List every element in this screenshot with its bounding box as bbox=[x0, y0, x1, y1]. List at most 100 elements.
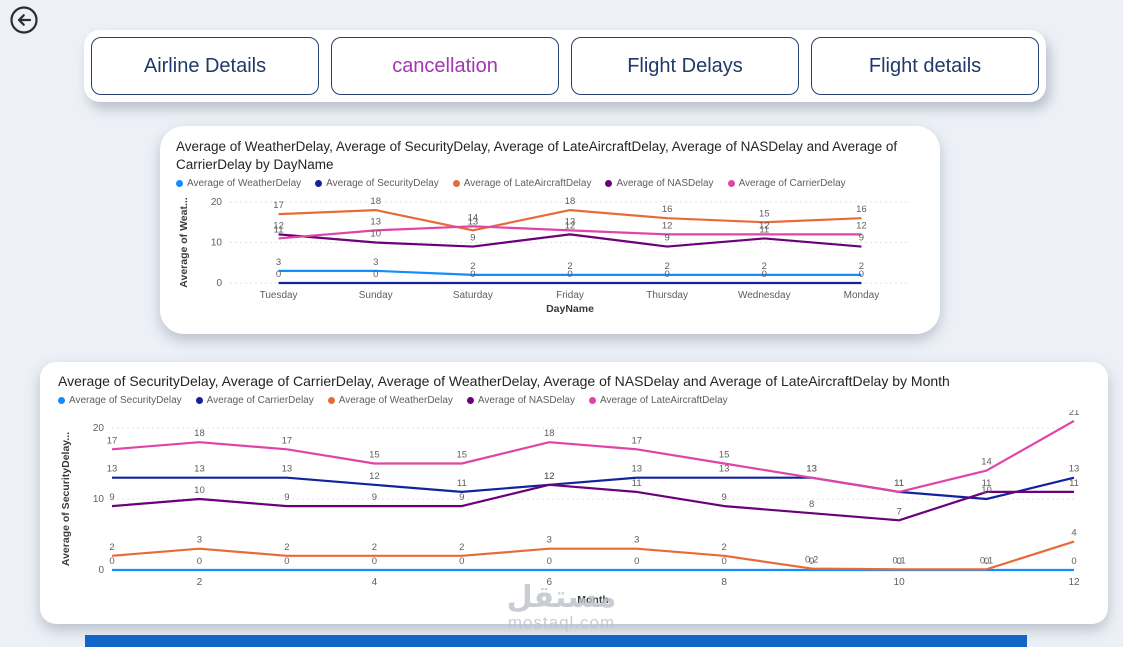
svg-text:18: 18 bbox=[194, 428, 205, 439]
legend-item[interactable]: Average of SecurityDelay bbox=[315, 178, 439, 189]
svg-text:13: 13 bbox=[194, 464, 205, 475]
svg-text:2: 2 bbox=[567, 261, 572, 272]
svg-text:0.1: 0.1 bbox=[980, 555, 993, 566]
nav-button-cancellation[interactable]: cancellation bbox=[331, 37, 559, 95]
svg-text:8: 8 bbox=[721, 577, 727, 588]
svg-text:13: 13 bbox=[107, 464, 118, 475]
svg-text:17: 17 bbox=[631, 435, 642, 446]
svg-text:2: 2 bbox=[109, 542, 114, 553]
svg-text:3: 3 bbox=[373, 257, 378, 268]
nav-button-flight-delays[interactable]: Flight Delays bbox=[571, 37, 799, 95]
svg-text:0: 0 bbox=[372, 556, 377, 567]
svg-text:9: 9 bbox=[109, 492, 114, 503]
svg-text:2: 2 bbox=[284, 542, 289, 553]
svg-text:11: 11 bbox=[759, 225, 769, 236]
svg-text:11: 11 bbox=[982, 478, 992, 489]
svg-text:16: 16 bbox=[856, 204, 867, 215]
svg-text:Sunday: Sunday bbox=[359, 290, 393, 301]
legend-label: Average of WeatherDelay bbox=[338, 395, 453, 407]
svg-text:12: 12 bbox=[662, 220, 673, 231]
svg-text:2: 2 bbox=[664, 261, 669, 272]
svg-text:13: 13 bbox=[468, 216, 479, 227]
svg-text:Wednesday: Wednesday bbox=[738, 290, 791, 301]
legend-label: Average of SecurityDelay bbox=[326, 178, 439, 190]
svg-text:9: 9 bbox=[459, 492, 464, 503]
legend-item[interactable]: Average of LateAircraftDelay bbox=[452, 178, 592, 190]
svg-text:2: 2 bbox=[459, 542, 464, 553]
svg-text:13: 13 bbox=[370, 216, 381, 227]
nav-button-flight-details[interactable]: Flight details bbox=[811, 37, 1039, 95]
svg-text:0: 0 bbox=[216, 278, 222, 289]
svg-text:14: 14 bbox=[468, 212, 479, 223]
svg-text:13: 13 bbox=[806, 464, 817, 475]
svg-text:13: 13 bbox=[631, 464, 642, 475]
legend-item[interactable]: Average of WeatherDelay bbox=[176, 178, 301, 189]
svg-text:Friday: Friday bbox=[556, 290, 584, 301]
nav-button-airline-details[interactable]: Airline Details bbox=[91, 37, 319, 95]
svg-text:0: 0 bbox=[664, 269, 669, 280]
svg-text:9: 9 bbox=[470, 233, 475, 244]
legend-item[interactable]: Average of CarrierDelay bbox=[727, 178, 846, 189]
svg-text:Average of Weat...: Average of Weat... bbox=[178, 197, 190, 288]
svg-text:12: 12 bbox=[565, 220, 576, 231]
svg-text:0: 0 bbox=[809, 556, 814, 567]
svg-text:11: 11 bbox=[894, 478, 904, 489]
svg-text:0.1: 0.1 bbox=[892, 555, 905, 566]
svg-text:0: 0 bbox=[197, 556, 202, 567]
svg-text:10: 10 bbox=[894, 577, 906, 588]
svg-text:2: 2 bbox=[859, 261, 864, 272]
svg-text:0: 0 bbox=[1071, 556, 1076, 567]
svg-text:Thursday: Thursday bbox=[646, 290, 688, 301]
svg-text:2: 2 bbox=[372, 542, 377, 553]
legend-marker-icon bbox=[452, 180, 460, 188]
legend-item[interactable]: Average of WeatherDelay bbox=[327, 395, 453, 407]
svg-text:11: 11 bbox=[894, 478, 904, 489]
chart-legend: Average of WeatherDelay Average of Securi… bbox=[176, 178, 924, 189]
svg-text:17: 17 bbox=[273, 200, 284, 211]
legend-item[interactable]: Average of LateAircraftDelay bbox=[588, 395, 728, 407]
svg-text:Saturday: Saturday bbox=[453, 290, 493, 301]
svg-text:3: 3 bbox=[547, 535, 552, 546]
svg-text:7: 7 bbox=[896, 506, 901, 517]
svg-text:10: 10 bbox=[370, 229, 381, 240]
legend-label: Average of WeatherDelay bbox=[187, 178, 302, 190]
svg-text:12: 12 bbox=[1068, 577, 1080, 588]
svg-text:0: 0 bbox=[276, 269, 281, 280]
svg-text:0: 0 bbox=[284, 556, 289, 567]
bottom-bar bbox=[85, 635, 1027, 647]
svg-text:4: 4 bbox=[1071, 528, 1076, 539]
legend-item[interactable]: Average of SecurityDelay bbox=[58, 395, 182, 406]
svg-text:13: 13 bbox=[719, 464, 730, 475]
svg-text:10: 10 bbox=[194, 485, 205, 496]
legend-label: Average of LateAircraftDelay bbox=[463, 178, 592, 190]
svg-text:4: 4 bbox=[372, 577, 378, 588]
legend-item[interactable]: Average of CarrierDelay bbox=[195, 395, 314, 406]
svg-text:10: 10 bbox=[93, 494, 105, 505]
svg-text:3: 3 bbox=[197, 535, 202, 546]
svg-text:Average of SecurityDelay...: Average of SecurityDelay... bbox=[60, 432, 72, 566]
legend-label: Average of LateAircraftDelay bbox=[599, 395, 728, 407]
svg-text:14: 14 bbox=[981, 457, 992, 468]
svg-text:0: 0 bbox=[547, 556, 552, 567]
svg-text:13: 13 bbox=[806, 464, 817, 475]
back-button[interactable] bbox=[8, 4, 40, 36]
svg-text:13: 13 bbox=[565, 216, 576, 227]
svg-text:0: 0 bbox=[634, 556, 639, 567]
chart-card-delays-by-month: Average of SecurityDelay, Average of Car… bbox=[40, 362, 1108, 624]
legend-item[interactable]: Average of NASDelay bbox=[466, 395, 575, 406]
svg-text:12: 12 bbox=[759, 220, 770, 231]
svg-text:16: 16 bbox=[662, 204, 673, 215]
svg-text:21: 21 bbox=[1069, 410, 1080, 418]
chart-title: Average of WeatherDelay, Average of Secu… bbox=[176, 139, 898, 172]
chart-title: Average of SecurityDelay, Average of Car… bbox=[58, 373, 950, 389]
legend-item[interactable]: Average of NASDelay bbox=[605, 178, 714, 189]
svg-text:0: 0 bbox=[98, 565, 104, 576]
legend-marker-icon bbox=[605, 180, 613, 188]
svg-text:9: 9 bbox=[859, 233, 864, 244]
svg-text:9: 9 bbox=[722, 492, 727, 503]
svg-text:12: 12 bbox=[544, 471, 555, 482]
svg-text:Tuesday: Tuesday bbox=[260, 290, 298, 301]
svg-text:17: 17 bbox=[282, 435, 293, 446]
